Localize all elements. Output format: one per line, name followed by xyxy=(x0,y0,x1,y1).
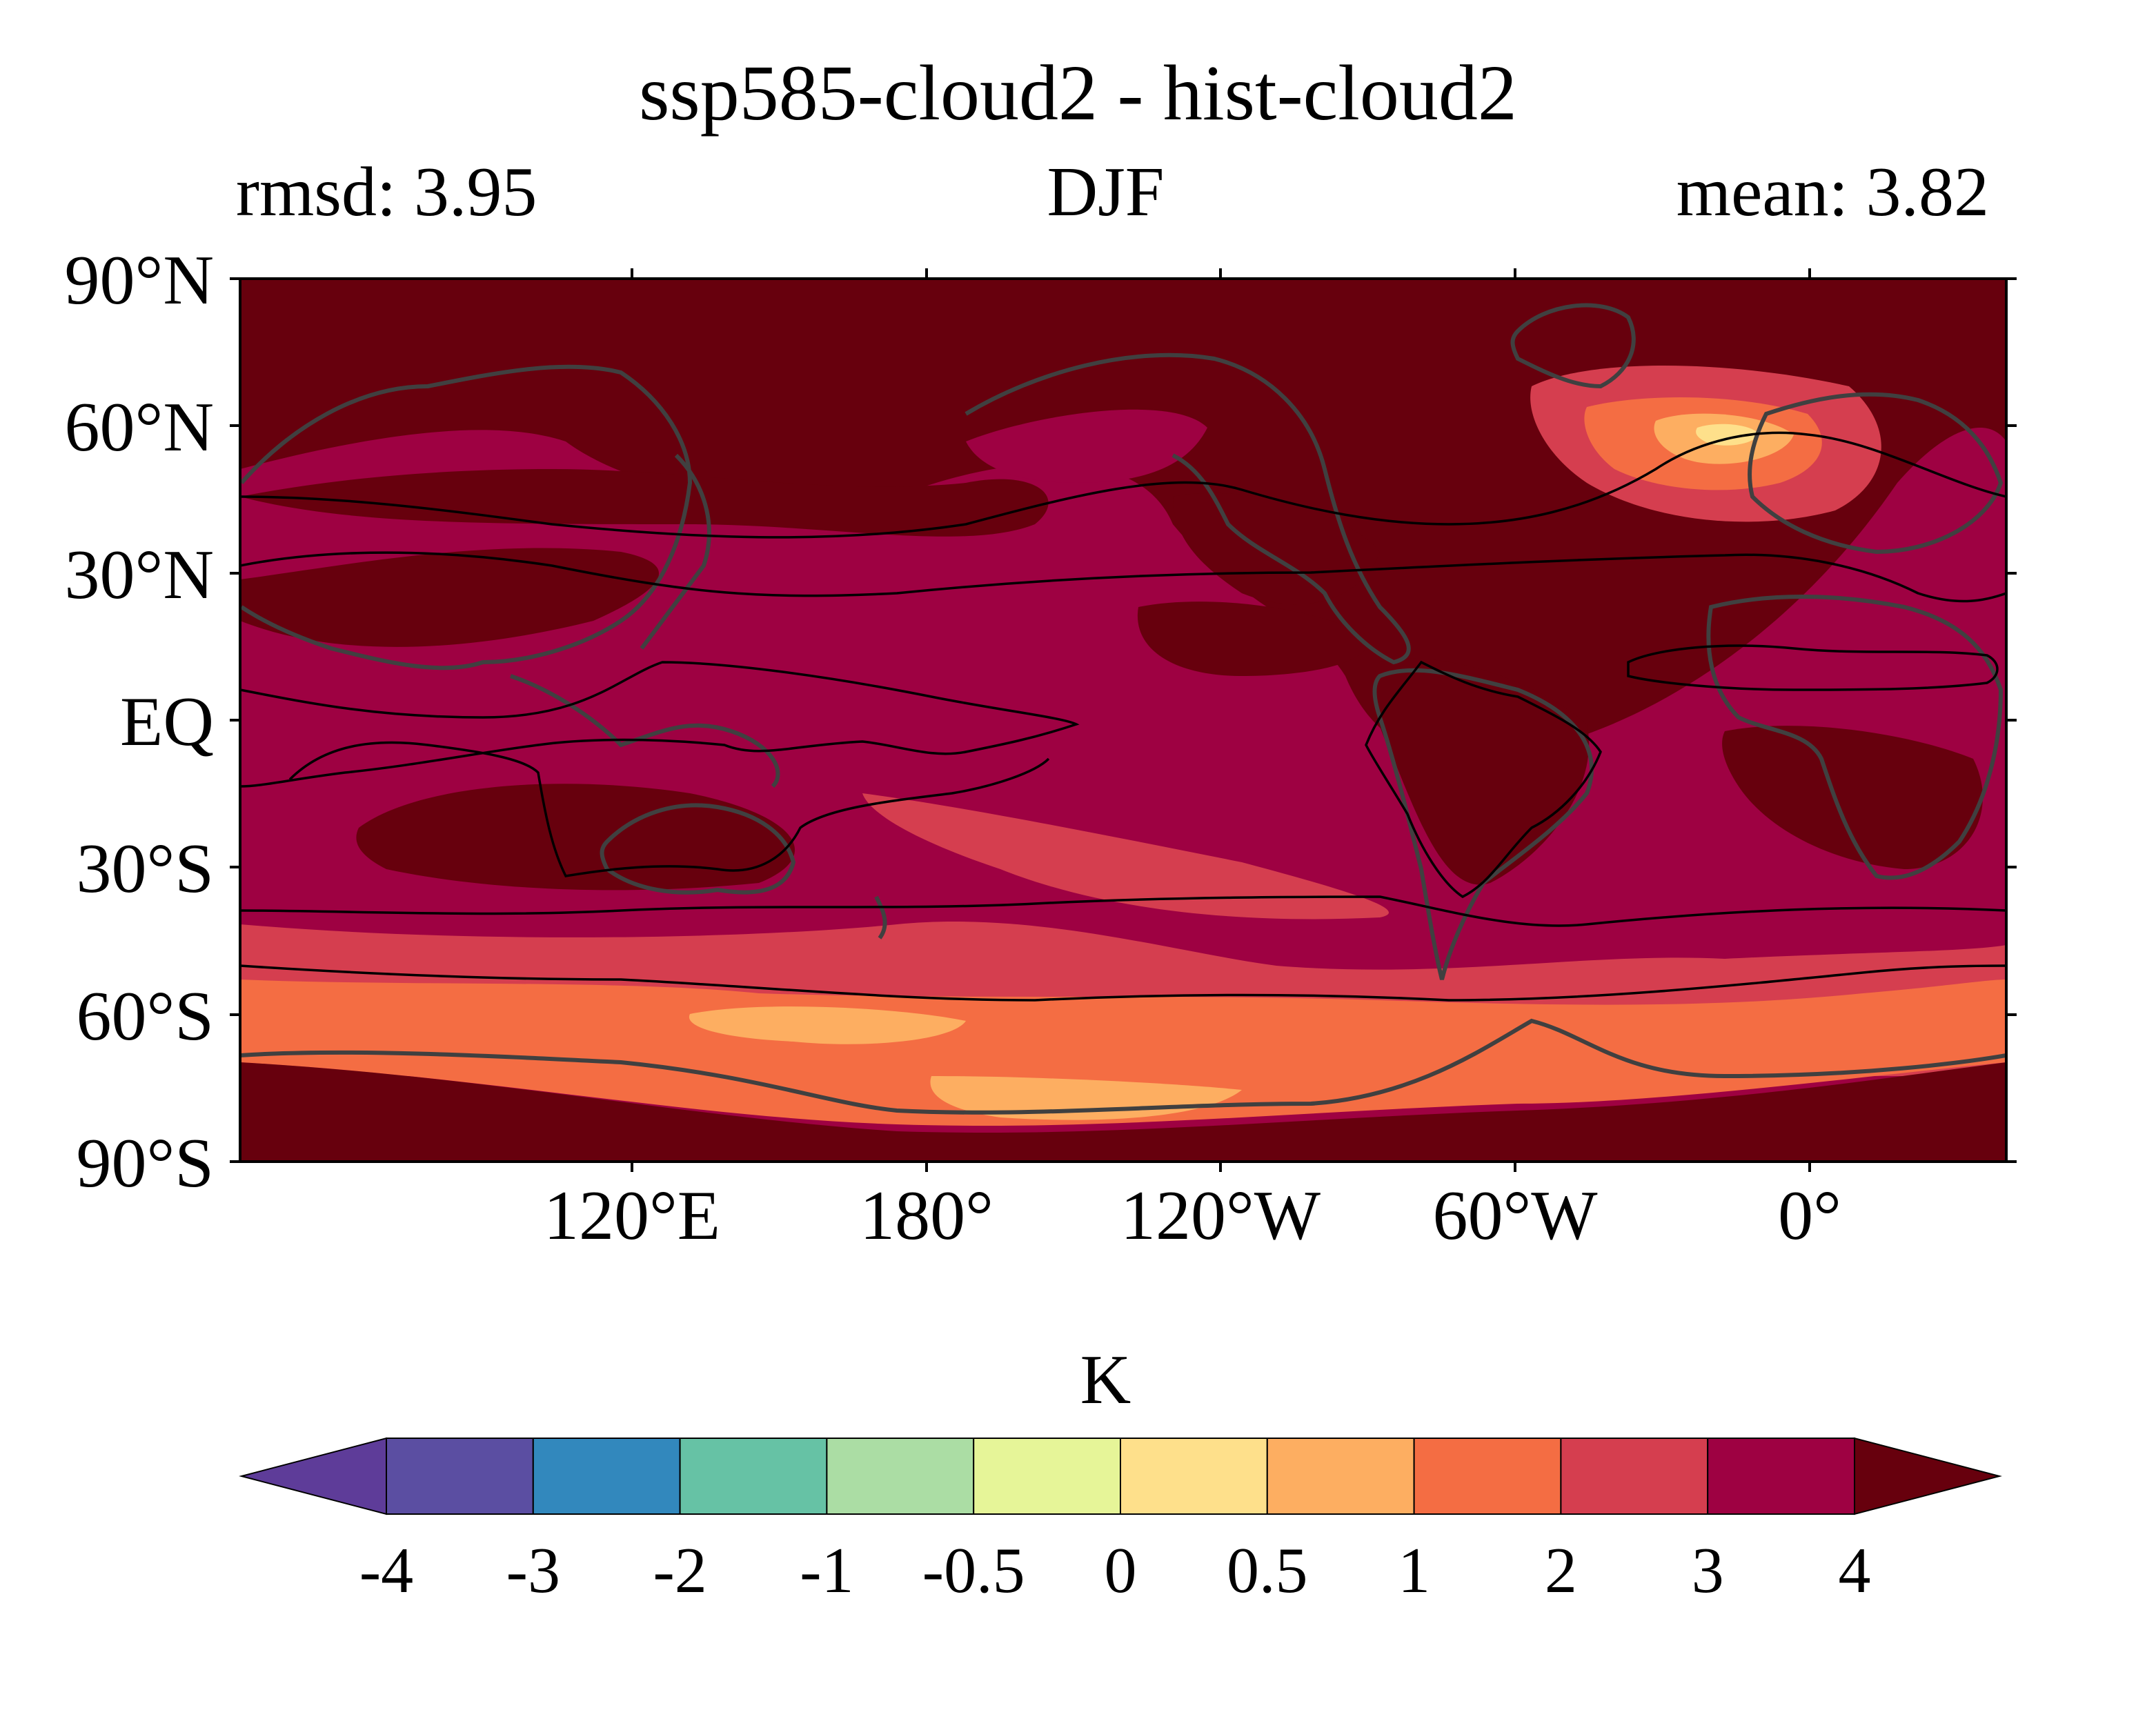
axis-ticks xyxy=(230,268,2017,1172)
colorbar-tick-label: 4 xyxy=(1838,1535,1871,1607)
lat-tick-label: 30°N xyxy=(64,536,214,614)
coastline-australia xyxy=(600,803,796,895)
coastline-se-asia xyxy=(510,674,780,788)
colorbar-extend-max xyxy=(1854,1437,2002,1515)
lat-tick-label: 30°S xyxy=(76,830,214,908)
field-level-4plus-s-america xyxy=(1372,658,1590,885)
temperature-field xyxy=(240,279,2006,1162)
lon-tick-label: 0° xyxy=(1778,1177,1841,1255)
map-title: ssp585-cloud2 - hist-cloud2 xyxy=(639,49,1517,137)
lon-tick-label: 180° xyxy=(860,1177,993,1255)
coastline-europe xyxy=(1748,392,2004,555)
contour-line-africa xyxy=(1627,644,1999,691)
field-level-0-0.5-n-atlantic xyxy=(1696,424,1759,446)
lat-tick-label: 90°S xyxy=(76,1124,214,1202)
colorbar-segment xyxy=(532,1438,681,1515)
coastline-s-america xyxy=(1372,668,1594,980)
colorbar-tick-label: 1 xyxy=(1398,1535,1431,1607)
mean-label: mean: 3.82 xyxy=(1676,153,1989,231)
colorbar-segment xyxy=(973,1438,1121,1515)
lon-tick-label: 120°W xyxy=(1120,1177,1321,1255)
contour-lines xyxy=(240,431,2006,1002)
lon-tick-label: 60°W xyxy=(1432,1177,1598,1255)
coastline-n-america xyxy=(965,352,1411,665)
coastline-africa xyxy=(1706,595,2004,880)
field-level-1-2 xyxy=(240,980,2006,1126)
lon-tick-label: 120°E xyxy=(543,1177,721,1255)
contour-line-tropics xyxy=(240,661,1080,788)
contour-line-s-america xyxy=(1365,660,1602,899)
colorbar-segment xyxy=(1413,1438,1562,1515)
contour-line-nh-subtropics xyxy=(240,551,2006,603)
contour-line-southern-ocean xyxy=(240,964,2006,1002)
coastlines xyxy=(240,303,2006,1115)
colorbar-extend-min xyxy=(239,1437,387,1515)
colorbar-segment xyxy=(386,1438,534,1515)
field-level-4plus-antarctica xyxy=(240,1062,2006,1162)
field-level-4plus-s-africa xyxy=(1722,726,1983,869)
colorbar-tick-label: -1 xyxy=(800,1535,854,1607)
field-level-4plus-australia xyxy=(356,784,795,891)
coastline-greenland xyxy=(1510,303,1636,389)
colorbar-tick-label: 3 xyxy=(1691,1535,1724,1607)
colorbar-tick-label: -0.5 xyxy=(922,1535,1025,1607)
contour-line-sh-pacific xyxy=(288,741,1050,877)
colorbar-tick-label: -4 xyxy=(359,1535,414,1607)
contour-line-sh-midlatitudes xyxy=(240,895,2006,927)
colorbar-tick-label: 2 xyxy=(1544,1535,1577,1607)
colorbar-tick-label: 0.5 xyxy=(1227,1535,1308,1607)
field-level-2-3-s-pacific xyxy=(862,793,1389,919)
season-label: DJF xyxy=(1047,153,1165,231)
contour-line-nh-storm-track xyxy=(240,431,2006,539)
field-level-4plus-n-asia xyxy=(240,548,660,647)
colorbar-tick-label: -3 xyxy=(506,1535,560,1607)
rmsd-label: rmsd: 3.95 xyxy=(236,153,537,231)
coastline-antarctica xyxy=(240,1018,2006,1115)
colorbar-units-label: K xyxy=(1080,1341,1131,1419)
colorbar-segment xyxy=(826,1438,975,1515)
lat-tick-label: 90°N xyxy=(64,241,214,319)
colorbar-tick-label: 0 xyxy=(1104,1535,1137,1607)
field-level-0.5-1-ross-sea xyxy=(689,1006,966,1044)
colorbar-segment xyxy=(1120,1438,1268,1515)
field-level-3-4-north xyxy=(966,409,1207,483)
colorbar-segment xyxy=(1560,1438,1709,1515)
coastline-new-zealand xyxy=(874,895,887,939)
colorbar-segment xyxy=(1707,1438,1855,1515)
field-level-4plus-n-atlantic xyxy=(1137,602,1368,676)
lat-tick-label: EQ xyxy=(120,683,214,761)
colorbar-segment xyxy=(1266,1438,1415,1515)
coastline-east-asia xyxy=(640,453,711,650)
field-level-4plus-europe xyxy=(240,469,1049,537)
colorbar-tick-label: -2 xyxy=(653,1535,707,1607)
colorbar-segment xyxy=(679,1438,828,1515)
colorbar xyxy=(239,1437,2002,1515)
lat-tick-label: 60°S xyxy=(76,977,214,1055)
lat-tick-label: 60°N xyxy=(64,388,214,466)
